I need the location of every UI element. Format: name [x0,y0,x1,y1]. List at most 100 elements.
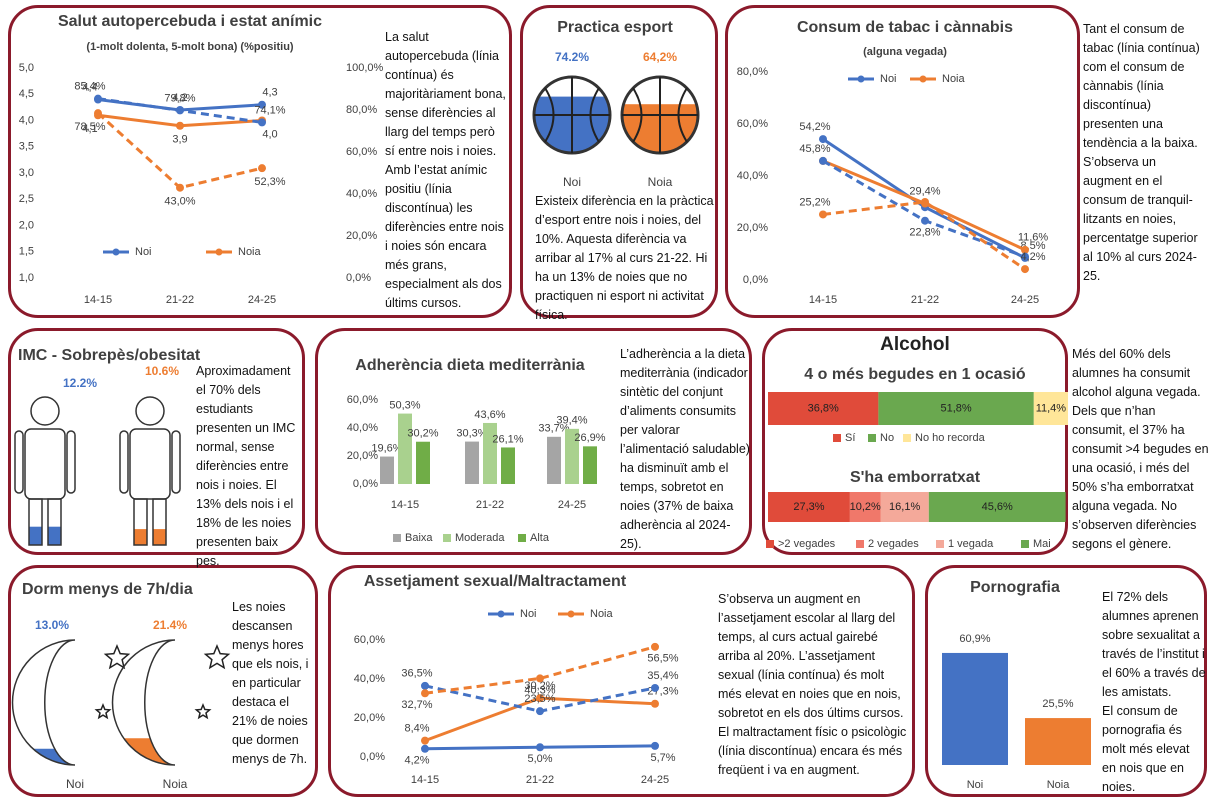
y-tick-label: 4,5 [19,88,34,100]
y-tick-label: 3,5 [19,141,34,153]
note: Tant el consum de tabac (línia contínua)… [1083,22,1200,283]
y-tick-label: 40,0% [737,170,768,182]
data-label: 4,1 [82,123,97,135]
point-marker [651,683,659,692]
chart-subtitle: (1-molt dolenta, 5-molt bona) (%positiu) [86,41,293,53]
data-label: 13.0% [35,618,69,632]
legend-swatch [215,248,223,256]
legend-label: Noia [942,73,966,85]
y-tick-label: 4,0 [19,114,34,126]
x-tick-label: Noi [66,777,84,791]
point-marker [536,674,544,683]
y-tick-label: 0,0% [360,751,385,763]
icon-fill [120,529,180,545]
panel [8,565,318,797]
point-marker [1021,265,1029,274]
note: La salut autopercebuda (línia contínua) … [385,30,506,310]
legend-label: Noia [590,608,614,620]
point-marker [176,106,184,115]
note-paragraph: El 72% dels alumnes aprenen sobre sexual… [1102,590,1206,699]
x-tick-label: 21-22 [476,499,504,511]
x-tick-label: Noi [563,175,581,189]
icon-outline [47,498,62,546]
legend-label: >2 vegades [778,538,836,550]
data-label: 30,3% [456,427,487,439]
legend-label: Noi [880,73,897,85]
data-label: 4,2 [172,92,187,104]
point-marker [176,183,184,192]
legend-swatch [833,434,841,442]
star [103,644,131,670]
point-marker [176,121,184,130]
y-tick-label: 60,0% [737,118,768,130]
note: L’adherència a la dieta mediterrània (in… [620,347,750,551]
data-label: 8,4% [404,723,429,735]
panel [725,5,1080,318]
legend-swatch [497,610,505,618]
legend-swatch [112,248,120,256]
x-tick-label: 14-15 [411,774,439,786]
star [194,703,212,720]
point-marker [258,164,266,173]
bar-segment [928,492,1066,522]
data-label: 12.2% [63,376,97,390]
x-tick-label: Noi [967,779,984,791]
y-tick-label: 60,0% [354,634,385,646]
legend-swatch [936,540,944,548]
bar [1025,718,1091,765]
x-tick-label: 21-22 [526,774,554,786]
data-label: 22,8% [909,227,940,239]
bar [483,422,497,484]
legend-label: 2 vegades [868,538,919,550]
bar [565,428,579,484]
data-label: 25,2% [799,196,830,208]
data-label: 26,9% [574,432,605,444]
x-tick-label: 24-25 [1011,294,1039,306]
data-label: 5,7% [650,752,675,764]
data-label: 23,5% [524,693,555,705]
data-label: 25,5% [1042,698,1073,710]
ball-seam [632,87,688,143]
data-label: 29,4% [909,185,940,197]
icon-outline [152,498,167,546]
legend-label: 1 vegada [948,538,994,550]
panel [328,565,915,797]
chart-title: Consum de tabac i cànnabis [797,19,1013,36]
bar [380,456,394,484]
y-tick-label: 3,0 [19,167,34,179]
point-marker [651,741,659,750]
y-tick-label: 20,0% [354,712,385,724]
x-tick-label: Noia [1047,779,1071,791]
icon-outline [28,498,43,546]
data-label: 26,1% [492,433,523,445]
icon-outline [30,396,60,426]
y-tick-label: 80,0% [737,66,768,78]
x-tick-label: 14-15 [84,294,112,306]
icon-outline [133,498,148,546]
x-tick-label: 24-25 [558,499,586,511]
point-marker [421,736,429,745]
legend-label: Moderada [455,532,505,544]
y-tick-label: 2,5 [19,193,34,205]
legend-swatch [856,540,864,548]
icon-outline [14,430,24,494]
legend-label: Noi [135,246,152,258]
x-tick-label: 24-25 [248,294,276,306]
legend-swatch [393,534,401,542]
data-label: 54,2% [799,121,830,133]
point-marker [94,109,102,118]
panel [762,328,1068,555]
data-label: 11,4% [1036,402,1067,414]
bar-segment [880,492,929,522]
data-label: 27,3% [793,501,824,513]
data-label: 4,2% [1020,251,1045,263]
bar-segment [1033,392,1068,425]
data-label: 35,4% [647,670,678,682]
bar [547,436,561,484]
star [203,644,231,670]
point-marker [921,216,929,225]
panel-title: Alcohol [880,334,950,355]
note-paragraph: El consum de pornografia és molt més ele… [1102,704,1190,794]
y-tick-label: 20,0% [347,450,378,462]
